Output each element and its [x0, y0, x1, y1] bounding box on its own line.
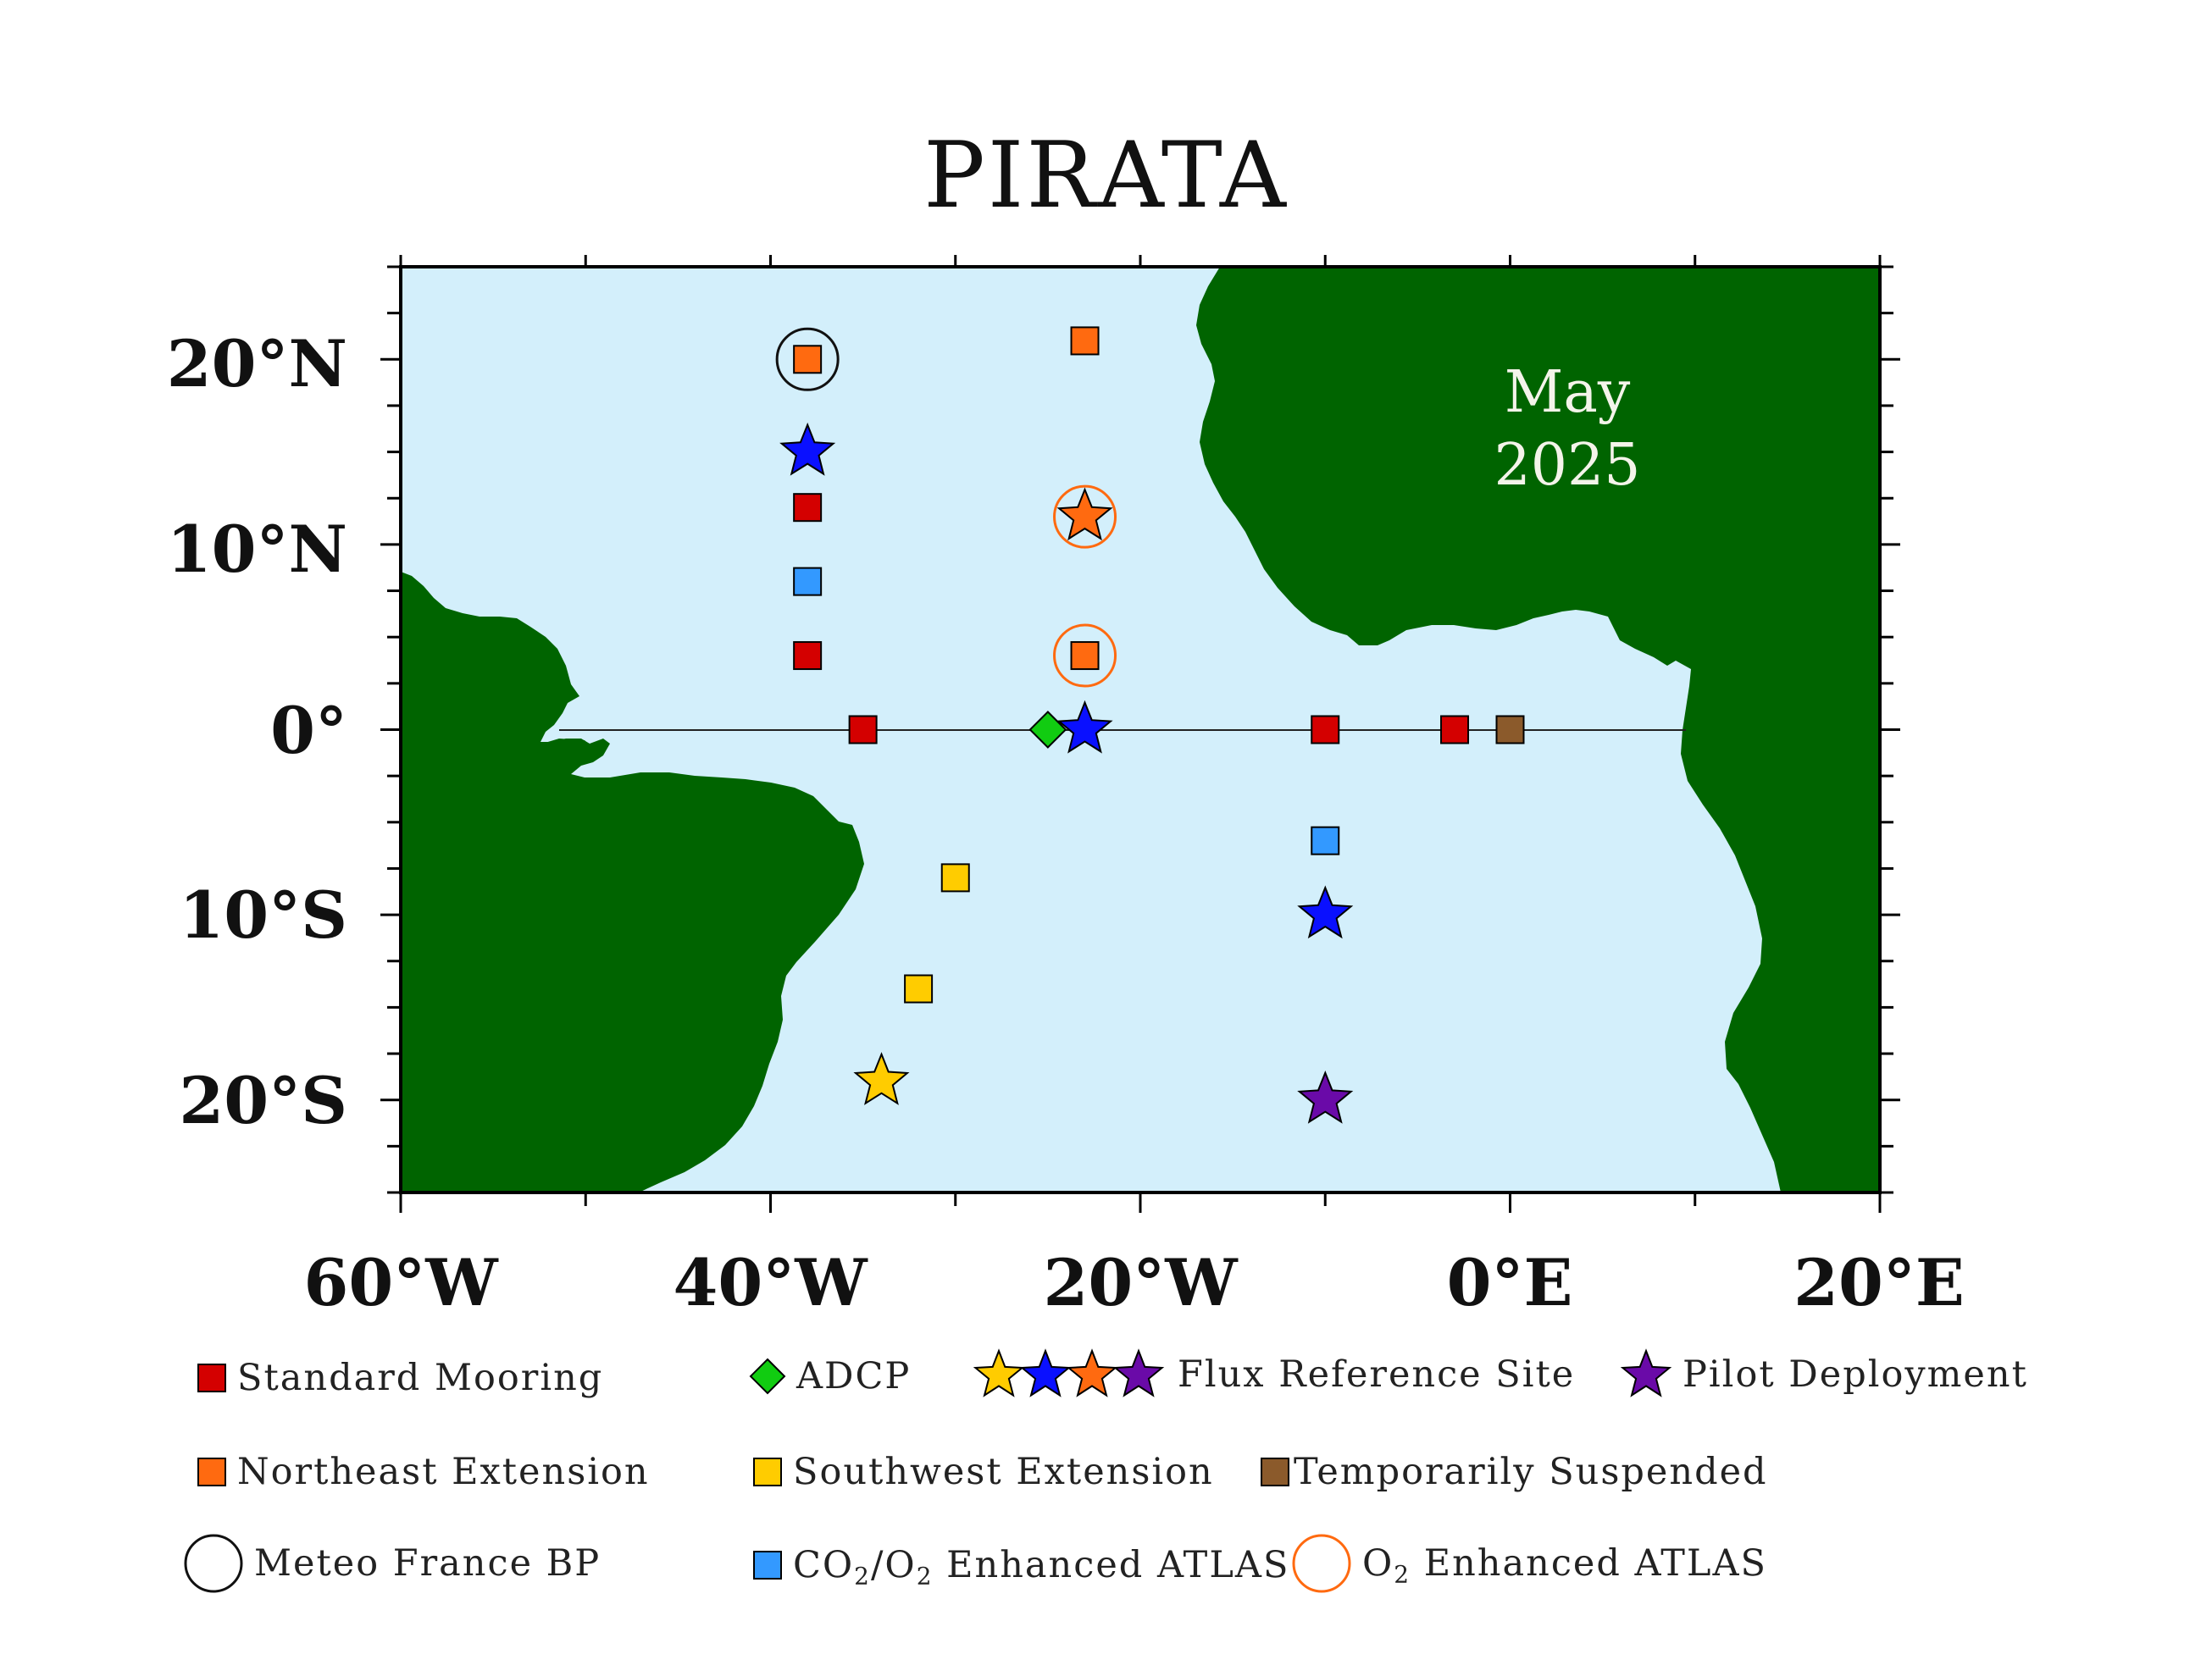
x-tick-label: 0°E: [1446, 1245, 1573, 1320]
mooring-flux_blue-star: [1297, 885, 1354, 939]
orange-ring-icon: [1292, 1534, 1351, 1593]
legend-o2: O2 Enhanced ATLAS: [1291, 1533, 1767, 1594]
legend-label: Pilot Deployment: [1683, 1353, 2028, 1396]
y-tick-label: 0°: [270, 693, 347, 768]
purple-star-icon: [1620, 1348, 1672, 1397]
legend-co2: CO2/O2 Enhanced ATLAS: [752, 1544, 1290, 1591]
legend-label: ADCP: [796, 1355, 912, 1397]
legend-label: Temporarily Suspended: [1294, 1451, 1768, 1493]
meteo-france-ring: [775, 327, 840, 391]
legend-label: Meteo France BP: [254, 1542, 602, 1585]
mooring-co2-square: [793, 567, 823, 596]
legend-label: CO2/O2 Enhanced ATLAS: [793, 1544, 1290, 1591]
mooring-adcp-diamond: [1028, 711, 1067, 749]
flux-star-icon: [1112, 1348, 1165, 1397]
mooring-suspended-square: [1495, 715, 1525, 744]
legend-label: Northeast Extension: [237, 1451, 650, 1493]
date-year: 2025: [1494, 432, 1641, 499]
map-title: PIRATA: [923, 123, 1289, 229]
orange-square-icon: [197, 1458, 226, 1486]
y-tick-label: 10°N: [166, 512, 347, 587]
flux-star-icon: [1066, 1348, 1118, 1397]
four-star-icons: [973, 1348, 1165, 1397]
mooring-standard-square: [793, 493, 823, 523]
brown-square-icon: [1261, 1458, 1289, 1486]
south-america-landmass: [401, 572, 864, 1192]
map-frame: [399, 265, 1882, 1194]
yellow-square-icon: [753, 1458, 782, 1486]
mooring-southwest-square: [940, 863, 970, 893]
mooring-northeast-square: [1070, 641, 1100, 671]
black-ring-icon: [184, 1534, 243, 1593]
legend-label: Southwest Extension: [793, 1451, 1214, 1493]
mooring-flux_blue-star: [779, 422, 836, 476]
x-tick-label: 20°E: [1793, 1245, 1965, 1320]
mooring-flux_yellow-star: [853, 1052, 910, 1105]
legend-flux: Flux Reference Site: [973, 1348, 1575, 1401]
legend-label: O2 Enhanced ATLAS: [1362, 1542, 1767, 1589]
flux-star-icon: [1019, 1348, 1072, 1397]
date-month: May: [1504, 359, 1631, 426]
legend-suspended: Temporarily Suspended: [1260, 1451, 1768, 1493]
mooring-standard-square: [1440, 715, 1470, 744]
mooring-standard-square: [1311, 715, 1340, 744]
mooring-flux_blue-star: [1056, 700, 1113, 754]
pilot-star-shape: [1620, 1348, 1672, 1397]
mooring-flux_orange-star: [1056, 487, 1113, 541]
x-tick-label: 60°W: [303, 1245, 498, 1320]
legend-standard: Standard Mooring: [197, 1357, 603, 1399]
o2-enhanced-ring: [1053, 484, 1117, 549]
mooring-northeast-square: [793, 345, 823, 374]
legend-pilot: Pilot Deployment: [1620, 1348, 2028, 1401]
legend-northeast: Northeast Extension: [197, 1451, 650, 1493]
mooring-standard-square: [793, 641, 823, 671]
mooring-standard-square: [848, 715, 878, 744]
red-square-icon: [197, 1364, 226, 1392]
o2-enhanced-ring: [1053, 623, 1117, 688]
legend-meteo: Meteo France BP: [183, 1533, 601, 1594]
y-tick-label: 10°S: [179, 877, 347, 953]
y-tick-label: 20°N: [166, 326, 347, 401]
mooring-pilot-star: [1297, 1070, 1354, 1124]
green-diamond-icon: [749, 1358, 786, 1395]
legend-label: Flux Reference Site: [1178, 1353, 1576, 1396]
y-tick-label: 20°S: [179, 1063, 347, 1138]
legend-label: Standard Mooring: [237, 1357, 604, 1399]
mooring-co2-square: [1311, 826, 1340, 855]
mooring-southwest-square: [904, 974, 934, 1004]
x-tick-label: 20°W: [1043, 1245, 1238, 1320]
blue-square-icon: [753, 1551, 782, 1580]
legend-adcp: ADCP: [749, 1355, 911, 1397]
flux-star-icon: [973, 1348, 1025, 1397]
marajo-island: [537, 739, 593, 761]
x-tick-label: 40°W: [673, 1245, 868, 1320]
mooring-northeast-square: [1070, 326, 1100, 356]
legend-southwest: Southwest Extension: [752, 1451, 1214, 1493]
africa-landmass: [1196, 267, 1880, 1192]
